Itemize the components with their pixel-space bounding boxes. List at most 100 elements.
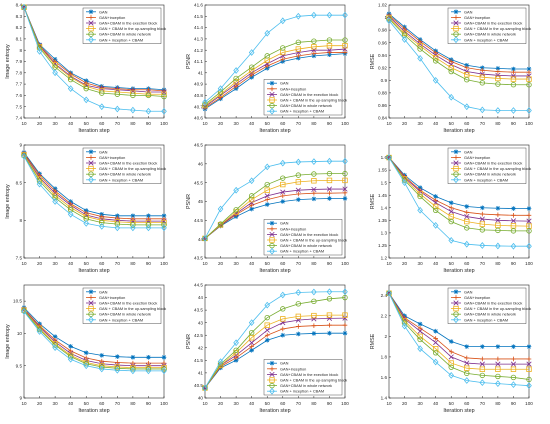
- data-point: [480, 67, 485, 73]
- data-point: [464, 71, 470, 78]
- legend-label: GAN+CBAM in the exection block: [464, 21, 522, 26]
- data-point: [510, 361, 517, 367]
- legend-marker: [269, 97, 275, 103]
- data-point: [280, 326, 286, 332]
- series-line: [388, 157, 529, 216]
- data-point: [417, 325, 423, 331]
- data-point: [433, 328, 438, 334]
- data-point: [83, 362, 90, 370]
- x-tick-label: 20: [37, 401, 43, 406]
- data-point: [295, 301, 302, 307]
- data-point: [464, 65, 470, 71]
- data-point: [114, 105, 121, 113]
- data-point: [233, 358, 239, 363]
- data-point: [464, 365, 470, 371]
- x-tick-label: 80: [130, 121, 136, 126]
- x-tick-label: 60: [280, 261, 286, 266]
- data-point: [264, 202, 270, 207]
- data-point: [510, 73, 517, 79]
- series-line: [204, 160, 345, 239]
- data-point: [161, 91, 167, 97]
- y-tick-label: 8.3: [16, 14, 23, 19]
- data-point: [342, 170, 348, 177]
- legend-marker: [269, 387, 275, 395]
- data-point: [130, 360, 136, 366]
- legend-marker: [88, 25, 94, 32]
- x-tick-label: 30: [234, 121, 240, 126]
- data-point: [161, 360, 167, 366]
- data-point: [495, 69, 501, 74]
- data-point: [52, 188, 58, 194]
- data-point: [511, 344, 516, 349]
- data-point: [130, 224, 136, 232]
- y-tick-label: 41.2: [194, 48, 203, 53]
- legend-marker: [453, 165, 459, 172]
- x-tick-label: 10: [386, 121, 392, 126]
- chart-panel: 10 20 30 40 50 60 70 80 90 100 7.5 8 8.5 9 Iteration s…: [5, 143, 168, 274]
- data-point: [526, 73, 532, 79]
- x-axis-label: Iteration step: [443, 268, 474, 274]
- legend-label: GAN + CBAM in the up-sampling block: [464, 166, 531, 171]
- data-point: [386, 17, 392, 25]
- data-point: [526, 66, 532, 72]
- x-axis-label: Iteration step: [443, 128, 474, 134]
- data-point: [21, 152, 27, 160]
- y-tick-label: 0.86: [378, 103, 387, 108]
- x-tick-label: 20: [218, 401, 224, 406]
- series-line: [204, 324, 345, 389]
- legend-label: GAN: [280, 361, 289, 366]
- data-point: [326, 157, 333, 165]
- data-point: [248, 196, 255, 203]
- data-point: [432, 221, 439, 229]
- y-axis-label: RMSE: [370, 193, 376, 209]
- data-point: [248, 49, 255, 56]
- legend-label: GAN + inception + CBAM: [99, 177, 143, 182]
- data-point: [464, 62, 470, 68]
- data-point: [248, 319, 255, 327]
- data-point: [311, 186, 317, 193]
- data-point: [146, 213, 151, 219]
- y-tick-label: 0.92: [378, 65, 387, 70]
- legend-label: GAN: [99, 149, 108, 154]
- x-tick-label: 30: [418, 261, 424, 266]
- series-line: [23, 310, 164, 370]
- data-point: [98, 222, 105, 230]
- x-tick-label: 80: [130, 401, 136, 406]
- legend-marker: [269, 86, 275, 92]
- x-tick-label: 60: [280, 401, 286, 406]
- x-tick-label: 10: [21, 261, 27, 266]
- data-point: [280, 189, 286, 195]
- series-line: [204, 192, 346, 239]
- data-point: [448, 59, 454, 64]
- legend-label: GAN+inception: [464, 15, 490, 20]
- data-point: [202, 235, 208, 242]
- data-point: [327, 196, 332, 201]
- data-point: [311, 190, 317, 196]
- data-point: [448, 205, 454, 211]
- y-tick-label: 8.1: [16, 37, 23, 42]
- data-point: [217, 221, 224, 227]
- x-tick-label: 100: [525, 121, 533, 126]
- data-point: [526, 213, 532, 218]
- data-point: [464, 225, 470, 231]
- data-point: [342, 322, 348, 328]
- data-point: [326, 312, 333, 318]
- data-point: [296, 191, 301, 197]
- x-tick-label: 40: [433, 261, 439, 266]
- legend-marker: [88, 176, 94, 184]
- series-line: [204, 53, 346, 110]
- x-tick-label: 40: [433, 401, 439, 406]
- data-point: [264, 187, 270, 193]
- x-axis-label: Iteration step: [78, 128, 109, 134]
- legend-label: GAN + CBAM in the up-sampling block: [464, 26, 531, 31]
- data-point: [280, 53, 286, 59]
- data-point: [495, 212, 501, 218]
- series-line: [388, 157, 529, 209]
- x-tick-label: 50: [84, 121, 90, 126]
- legend-label: GAN: [99, 9, 108, 14]
- legend-marker: [88, 155, 94, 160]
- data-point: [342, 330, 348, 336]
- x-tick-label: 60: [464, 121, 470, 126]
